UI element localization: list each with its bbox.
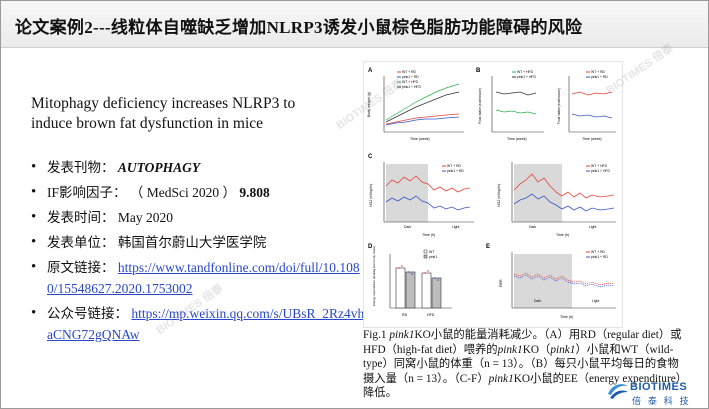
- panel-b-xlabel: Time (week): [507, 137, 527, 141]
- figure-caption: Fig.1 pink1KO小鼠的能量消耗减少。（A）用RD（regular di…: [363, 328, 685, 401]
- panel-e-light: Light: [592, 299, 599, 303]
- if-value: 9.808: [239, 185, 270, 200]
- caption-gene-1: pink1: [389, 329, 415, 341]
- figure-image: A Body weight (g) Time (week) WT + RD pi…: [363, 61, 623, 328]
- info-list: 发表刊物： AUTOPHAGY IF影响因子： （ MedSci 2020 ） …: [31, 157, 366, 349]
- title-bar: 论文案例2---线粒体自噬缺乏增加NLRP3诱发小鼠棕色脂肪功能障碍的风险: [1, 1, 708, 48]
- panel-a-legend-0: WT + RD: [402, 70, 417, 74]
- panel-c-letter: C: [368, 154, 373, 160]
- panel-a-legend-3: pink1 + HFD: [402, 85, 421, 89]
- panel-e: E RER Dark Light Time (h) WT + RD pink1 …: [486, 244, 616, 319]
- caption-gene-2: pink1: [497, 343, 523, 356]
- panel-d-cat-1: HFD: [427, 313, 435, 317]
- caption-text-3: ）小鼠和WT（wild-type）同窝小鼠的体重（n = 13）。（B）每只小鼠…: [363, 343, 679, 385]
- panel-a-legend-1: pink1 + RD: [402, 75, 419, 79]
- caption-text-4: KO小鼠的EE（energy expenditure）降低。: [363, 372, 682, 400]
- panel-b-legend-1: pink1 + HFD: [517, 75, 536, 79]
- logo-name: BIOTIMES: [630, 381, 688, 393]
- wechat-label: 公众号链接：: [47, 306, 128, 321]
- panel-a-letter: A: [368, 68, 373, 74]
- journal-name: AUTOPHAGY: [117, 160, 201, 175]
- panel-d-ylabel: Energy expenditure (kcal/kg lean body ma…: [372, 246, 376, 306]
- panel-d-legend-0: WT: [429, 250, 434, 254]
- panel-c-legend-3: pink1 + HFD: [591, 169, 610, 173]
- date-item: 发表时间： May 2020: [31, 207, 366, 228]
- unit-item: 发表单位： 韩国首尔蔚山大学医学院: [31, 232, 366, 253]
- panel-c2-light: Light: [589, 225, 596, 229]
- panel-e-legend-1: pink1 + RD: [591, 255, 608, 259]
- journal-item: 发表刊物： AUTOPHAGY: [31, 157, 366, 178]
- publish-unit: 韩国首尔蔚山大学医学院: [117, 235, 267, 250]
- if-source: （ MedSci 2020 ）: [129, 185, 237, 200]
- panel-c-legend-1: pink1 + RD: [447, 169, 464, 173]
- journal-label: 发表刊物：: [47, 160, 115, 175]
- panel-c-ylabel: VO2 (ml/kg/hr): [369, 184, 373, 207]
- panel-e-dark: Dark: [534, 299, 541, 303]
- panel-c-light: Light: [452, 225, 459, 229]
- panel-b: B Food intake (kcal/mouse) Time (week) W…: [476, 68, 616, 141]
- panel-c-xlabel: Time (h): [422, 233, 435, 237]
- panel-b-legend-2: WT + RD: [591, 70, 606, 74]
- panel-c2-xlabel: Time (h): [556, 233, 569, 237]
- paper-headline: Mitophagy deficiency increases NLRP3 to …: [31, 95, 296, 132]
- panel-d-legend-1: pink1: [429, 255, 437, 259]
- caption-gene-3: pink1: [550, 343, 576, 356]
- date-label: 发表时间：: [47, 210, 115, 225]
- panel-a-ylabel: Body weight (g): [367, 92, 371, 117]
- logo-swoosh-icon: [608, 384, 628, 399]
- panel-c-legend-2: WT + HFD: [591, 164, 608, 168]
- logo-cn: 倍 泰 科 技: [632, 397, 691, 407]
- panel-b2-xlabel: Time (week): [582, 137, 602, 141]
- panel-d-cat-0: RD: [402, 313, 408, 317]
- panel-a: A Body weight (g) Time (week) WT + RD pi…: [367, 68, 464, 141]
- caption-text-1: KO小鼠的能量消耗减少。（A）用RD（regular diet）或HFD（hig…: [363, 329, 682, 356]
- panel-b-ylabel: Food intake (kcal/mouse): [478, 88, 482, 124]
- biotimes-logo: BIOTIMES 倍 泰 科 技: [604, 376, 704, 407]
- publish-date: May 2020: [117, 210, 173, 225]
- wechat-item: 公众号链接： https://mp.weixin.qq.com/s/UBsR_2…: [31, 303, 366, 345]
- caption-gene-4: pink1: [488, 372, 514, 385]
- panel-d-letter: D: [368, 244, 373, 250]
- panel-d: D Energy expenditure (kcal/kg lean body …: [368, 244, 452, 317]
- impact-factor-item: IF影响因子： （ MedSci 2020 ） 9.808: [31, 182, 366, 203]
- panel-c2-ylabel: VO2 (ml/kg/hr): [497, 184, 501, 207]
- panel-c: C VO2 (ml/kg/hr) Dark Light Time (h) WT …: [368, 154, 616, 237]
- if-label: IF影响因子：: [47, 185, 127, 200]
- panel-c-legend-0: WT + RD: [447, 164, 462, 168]
- link-item: 原文链接： https://www.tandfonline.com/doi/fu…: [31, 257, 366, 299]
- panel-b-legend-3: pink1 + RD: [591, 75, 608, 79]
- slide-title: 论文案例2---线粒体自噬缺乏增加NLRP3诱发小鼠棕色脂肪功能障碍的风险: [15, 18, 583, 37]
- panel-b-letter: B: [476, 68, 481, 74]
- panel-e-xlabel: Time (h): [560, 315, 573, 319]
- panel-a-xlabel: Time (week): [410, 137, 430, 141]
- panel-c-dark: Dark: [404, 225, 411, 229]
- panel-a-legend-2: WT + HFD: [402, 80, 419, 84]
- paper-link[interactable]: https://www.tandfonline.com/doi/full/10.…: [47, 260, 360, 296]
- link-label: 原文链接：: [47, 260, 115, 275]
- panel-e-ylabel: RER: [499, 279, 503, 287]
- panel-e-legend-0: WT + RD: [591, 250, 606, 254]
- panel-c2-dark: Dark: [529, 225, 536, 229]
- panel-b-legend-0: WT + HFD: [517, 70, 534, 74]
- caption-fig-label: Fig.1: [363, 329, 387, 341]
- panel-e-letter: E: [486, 244, 490, 250]
- unit-label: 发表单位：: [47, 235, 115, 250]
- caption-text-2: KO（: [522, 343, 551, 356]
- wechat-link[interactable]: https://mp.weixin.qq.com/s/UBsR_2Rz4vhaC…: [47, 306, 365, 342]
- panel-b2-ylabel: Food intake (kcal/mouse): [557, 88, 561, 124]
